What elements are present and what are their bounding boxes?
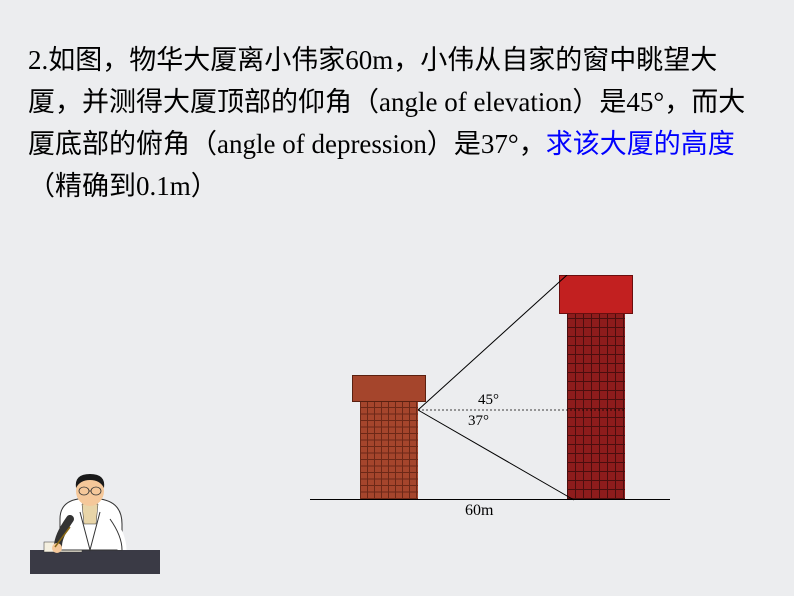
person-at-desk-icon — [30, 474, 160, 574]
angle-elevation-label: 45° — [478, 392, 499, 409]
geometry-diagram: 45° 37° 60m — [310, 275, 670, 550]
ground-line — [310, 499, 670, 500]
angle-depression-label: 37° — [468, 413, 489, 430]
distance-label: 60m — [465, 502, 493, 520]
problem-number: 2. — [28, 45, 48, 75]
problem-text: 2.如图，物华大厦离小伟家60m，小伟从自家的窗中眺望大厦，并测得大厦顶部的仰角… — [28, 40, 768, 207]
problem-body-2: （精确到0.1m） — [28, 171, 218, 201]
problem-highlight: 求该大厦的高度 — [546, 129, 735, 159]
